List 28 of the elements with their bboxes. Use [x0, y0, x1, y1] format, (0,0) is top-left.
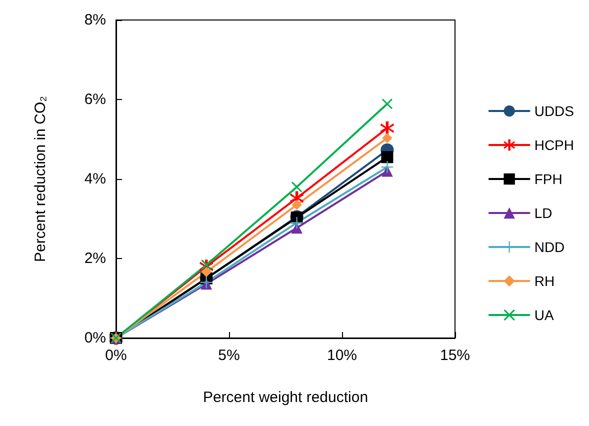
point	[201, 260, 212, 270]
x-tick-label: 5%	[218, 347, 240, 364]
point	[290, 216, 303, 229]
x-tick-label: 15%	[440, 347, 470, 364]
y-tick-label: 4%	[84, 170, 106, 188]
x-axis-title: Percent weight reduction	[202, 389, 368, 406]
point	[382, 98, 392, 110]
legend-label: LD	[534, 205, 552, 221]
x-tick-label: 10%	[326, 347, 358, 364]
y-tick-label: 6%	[84, 91, 106, 108]
point	[292, 200, 302, 210]
point	[382, 132, 392, 144]
legend-label: UA	[534, 307, 554, 323]
point	[381, 161, 394, 173]
x-tick-label: 0%	[105, 347, 127, 364]
y-tick-label: 2%	[84, 250, 106, 267]
point	[292, 182, 302, 192]
point	[381, 151, 394, 164]
legend-label: HCPH	[534, 137, 574, 153]
legend-label: FPH	[534, 171, 562, 187]
y-tick-label: 0%	[84, 330, 106, 346]
y-tick-label: 8%	[84, 12, 106, 28]
legend-label: UDDS	[534, 103, 574, 119]
point	[380, 121, 394, 135]
legend-label: NDD	[534, 239, 565, 255]
point	[201, 266, 212, 278]
legend-label: RH	[534, 273, 555, 289]
y-axis-title: Percent reduction in CO₂	[32, 96, 49, 262]
